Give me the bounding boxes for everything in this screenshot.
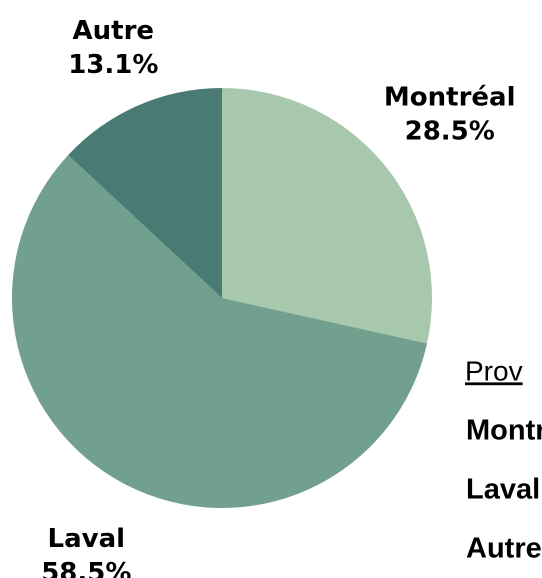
pie-slice bbox=[12, 155, 428, 508]
pie-slice bbox=[68, 88, 222, 298]
slice-label: Autre bbox=[73, 16, 155, 46]
slice-label: Laval bbox=[48, 524, 126, 554]
slice-value: 28.5% bbox=[405, 117, 495, 147]
slice-value: 13.1% bbox=[68, 50, 158, 80]
slice-label: Montréal bbox=[384, 83, 516, 113]
slice-value: 58.5% bbox=[41, 558, 131, 578]
legend-entry: Laval bbox=[466, 474, 540, 506]
pie-slice bbox=[222, 88, 432, 344]
legend-entry: Autre bbox=[466, 533, 542, 565]
legend-entry: Montréal bbox=[466, 415, 542, 447]
legend-title: Prov bbox=[465, 355, 523, 386]
